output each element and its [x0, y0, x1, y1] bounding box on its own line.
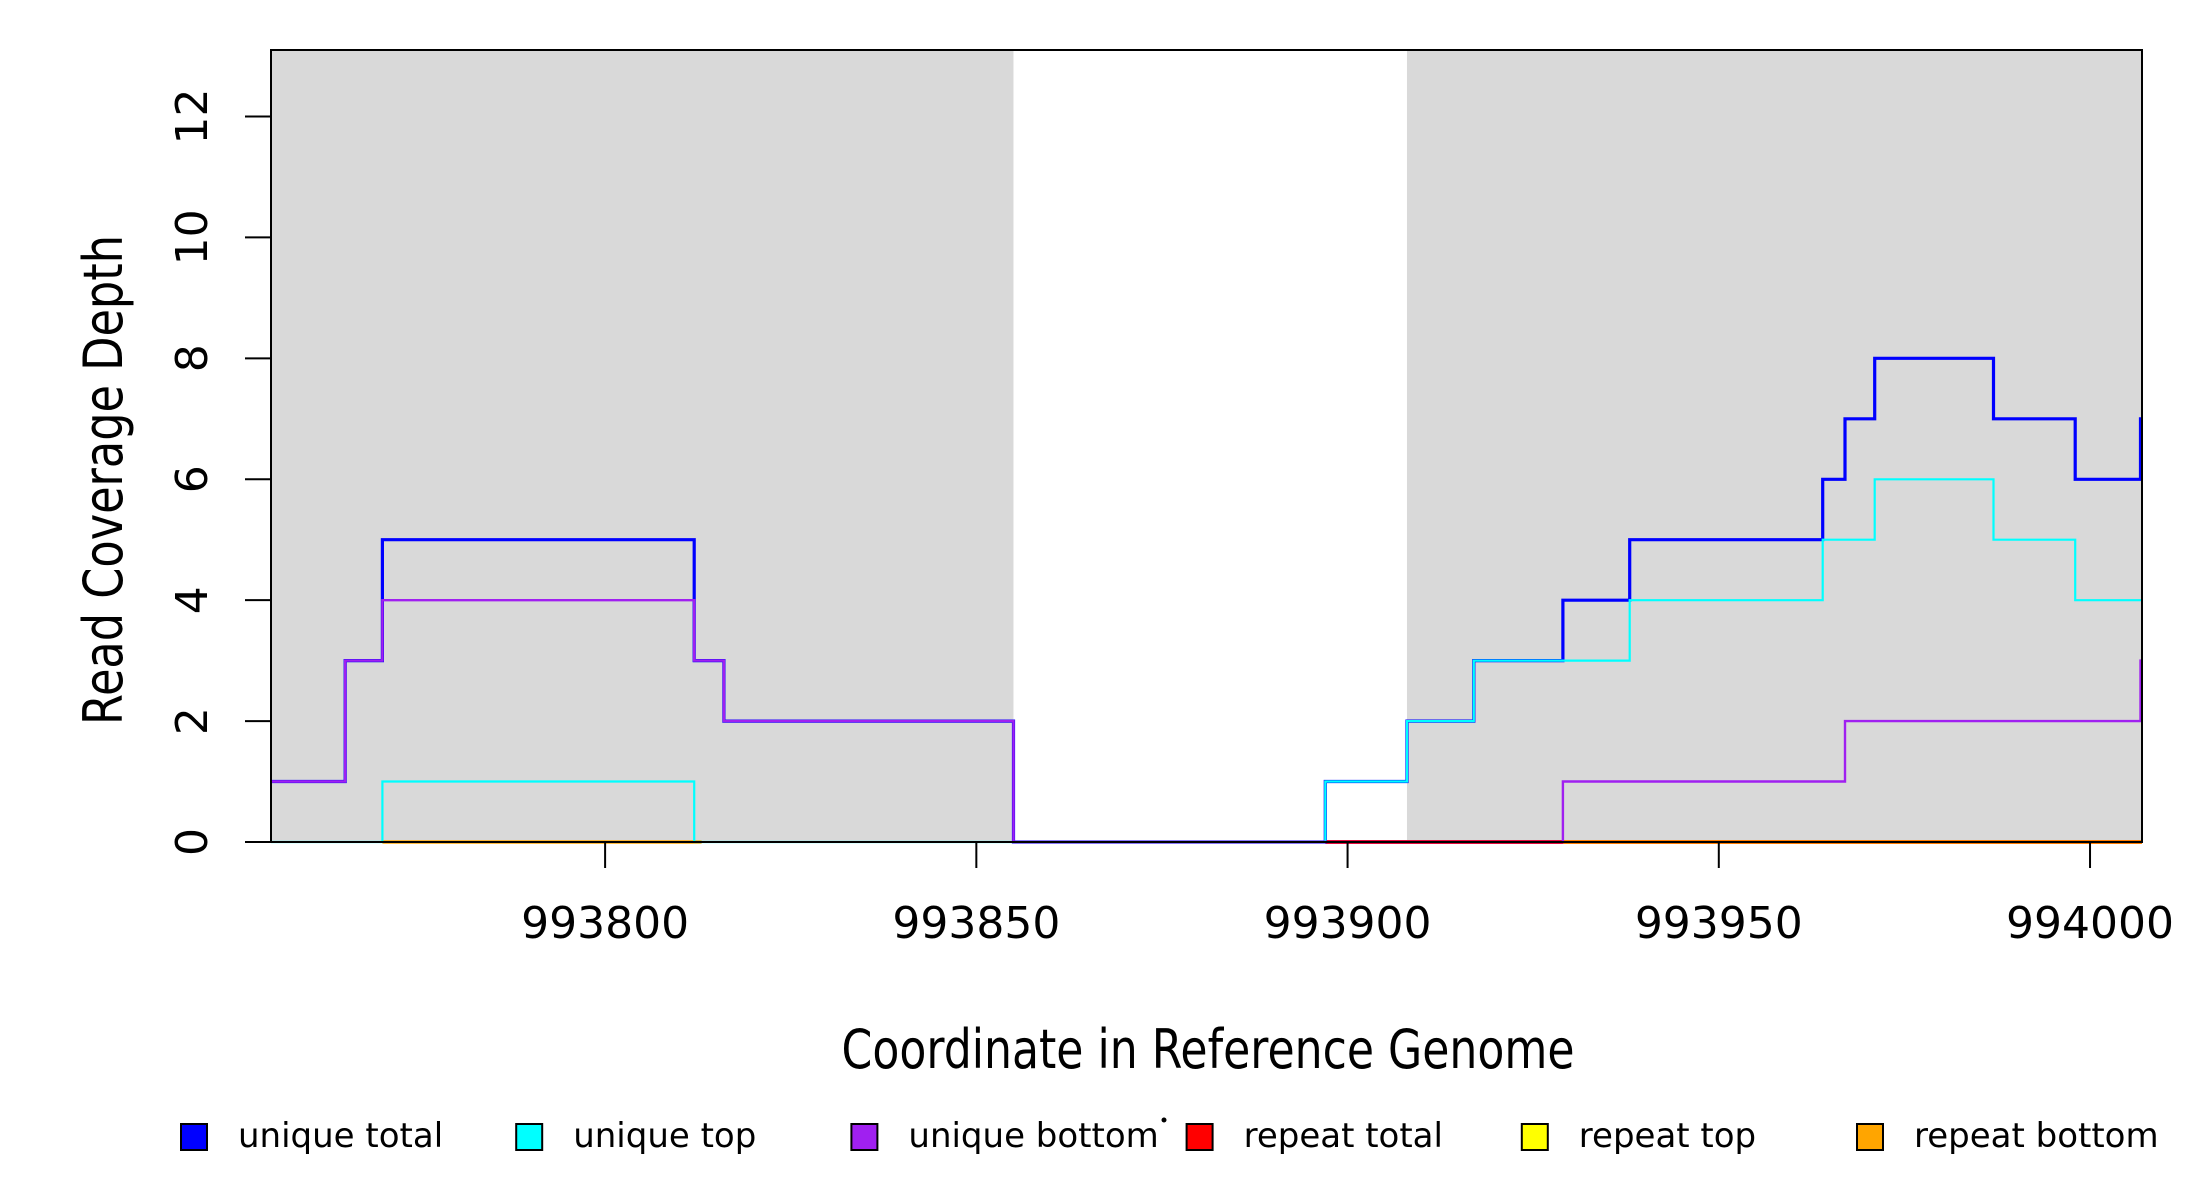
legend-label-repeat-total: repeat total [1244, 1116, 1443, 1156]
y-tick-label: 6 [167, 465, 218, 493]
repeat-region-shading-group [271, 50, 2142, 842]
legend-label-unique-bottom: unique bottom [908, 1116, 1158, 1156]
right-repeat-region [1406, 50, 2142, 842]
left-repeat-region [271, 50, 1014, 842]
legend-swatch-unique-total [180, 1123, 208, 1151]
legend-swatch-repeat-total [1185, 1123, 1214, 1151]
y-tick-label: 12 [167, 89, 218, 145]
legend-swatch-unique-bottom [850, 1123, 879, 1151]
plot-box-group [270, 49, 2143, 843]
series-unique-bottom [271, 599, 2142, 844]
legend-label-unique-top: unique top [573, 1116, 756, 1156]
y-axis-group: 0 2 4 6 8 10 12 [167, 89, 271, 856]
legend-label-repeat-top: repeat top [1579, 1116, 1756, 1156]
y-tick-label: 10 [167, 209, 218, 265]
x-tick-label: 994000 [2006, 898, 2174, 949]
y-axis-title: Read Coverage Depth [72, 235, 135, 725]
y-tick-label: 2 [167, 707, 218, 735]
x-tick-label: 993850 [892, 898, 1060, 949]
x-tick-label: 993900 [1264, 898, 1432, 949]
plot-box [270, 49, 2143, 843]
legend-label-unique-total: unique total [238, 1116, 443, 1156]
series-unique-top [271, 478, 2142, 844]
legend-swatch-repeat-top [1520, 1123, 1549, 1151]
x-tick-label: 993800 [521, 898, 689, 949]
stray-dot [1161, 1117, 1167, 1123]
legend-label-repeat-bottom: repeat bottom [1914, 1116, 2159, 1156]
legend: unique total unique top unique bottom repea… [180, 1116, 2159, 1156]
x-axis-group: 993800 993850 993900 993950 994000 [521, 842, 2174, 949]
y-tick-label: 4 [167, 586, 218, 614]
x-axis-title: Coordinate in Reference Genome [842, 1018, 1575, 1081]
legend-swatch-unique-top [515, 1123, 544, 1151]
x-tick-label: 993950 [1635, 898, 1803, 949]
y-tick-label: 8 [167, 344, 218, 372]
y-tick-label: 0 [167, 828, 218, 856]
legend-swatch-repeat-bottom [1856, 1123, 1884, 1151]
